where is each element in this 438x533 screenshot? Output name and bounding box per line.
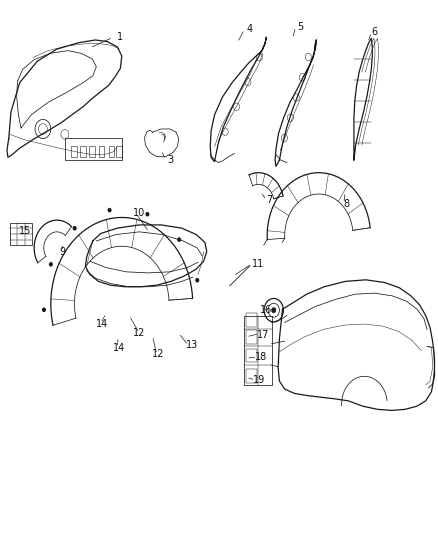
Bar [246,330,257,344]
Text: 3: 3 [168,155,174,165]
Text: 4: 4 [247,25,253,34]
Text: 12: 12 [133,328,145,338]
Text: 14: 14 [113,343,125,352]
Bar [109,146,114,157]
Bar [246,313,257,327]
Bar [71,146,77,157]
Bar [99,146,104,157]
Text: 12: 12 [152,350,164,359]
Bar [244,316,272,385]
Circle shape [108,208,111,212]
Text: 8: 8 [343,199,349,208]
Bar [80,146,86,157]
Text: 9: 9 [59,247,65,256]
Circle shape [49,263,52,266]
Text: 18: 18 [255,352,267,362]
Circle shape [42,308,45,311]
Bar [10,223,32,245]
Text: 15: 15 [19,226,32,236]
Circle shape [146,213,149,216]
Bar [89,146,95,157]
Text: 16: 16 [260,305,272,315]
Circle shape [178,238,180,241]
Text: 5: 5 [297,22,303,31]
Text: 1: 1 [117,33,124,42]
Text: 6: 6 [371,27,378,37]
Circle shape [272,308,276,313]
Circle shape [73,227,76,230]
Circle shape [196,279,198,282]
Text: 11: 11 [252,259,265,269]
Bar [246,369,257,383]
Bar [116,146,122,157]
Text: 13: 13 [186,341,198,350]
Bar [246,349,257,362]
Text: 17: 17 [257,330,269,340]
Text: 19: 19 [253,375,265,385]
Text: 7: 7 [266,195,272,205]
Text: 10: 10 [133,208,145,218]
Text: 14: 14 [95,319,108,328]
